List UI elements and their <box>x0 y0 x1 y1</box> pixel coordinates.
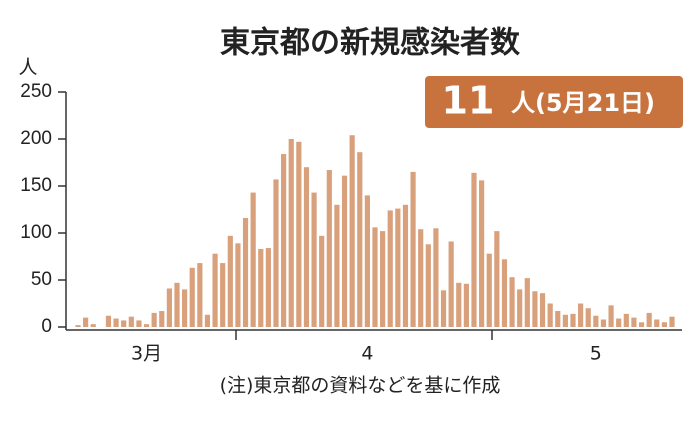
y-tick-label: 150 <box>20 175 52 196</box>
y-unit: 人 <box>18 57 37 79</box>
bar <box>242 217 249 327</box>
bar <box>372 227 378 327</box>
bar <box>616 318 622 327</box>
chart-title: 東京都の新規感染者数 <box>220 26 521 61</box>
bar <box>463 283 469 327</box>
bar <box>608 305 614 327</box>
y-tick-label: 250 <box>20 81 52 102</box>
bar <box>182 289 188 327</box>
bar <box>319 235 325 327</box>
bar <box>669 316 675 327</box>
badge-text: 人(5月21日) <box>511 89 655 117</box>
bar <box>562 314 568 327</box>
bar <box>326 170 332 327</box>
bar <box>128 316 134 327</box>
bar <box>212 253 218 327</box>
bar <box>509 277 515 327</box>
bar <box>425 244 431 327</box>
bar <box>143 324 150 327</box>
bar <box>479 180 485 327</box>
note: (注)東京都の資料などを基に作成 <box>220 375 501 397</box>
bar <box>471 172 477 327</box>
bar <box>638 322 645 327</box>
bar <box>220 263 226 327</box>
bar <box>250 192 256 327</box>
bar <box>433 228 439 327</box>
bar <box>136 320 142 327</box>
bar <box>258 248 264 327</box>
bar <box>539 293 546 327</box>
bar <box>197 263 203 327</box>
bar <box>121 320 127 327</box>
bar <box>486 253 492 327</box>
bar <box>600 319 607 327</box>
bar <box>265 248 271 327</box>
bar <box>227 235 233 327</box>
bar <box>532 291 538 327</box>
bar <box>235 243 241 327</box>
y-tick-label: 0 <box>41 316 52 337</box>
bar <box>570 313 576 327</box>
bar <box>547 303 553 327</box>
bar <box>341 175 348 327</box>
bar <box>281 154 287 327</box>
bar <box>334 204 340 327</box>
bar <box>494 231 500 327</box>
bar <box>524 278 530 327</box>
bar <box>288 139 294 327</box>
bar <box>631 317 637 327</box>
x-tick-label: 5 <box>590 343 602 365</box>
bar <box>585 308 591 327</box>
bar <box>311 192 317 327</box>
bar <box>296 141 302 327</box>
bar <box>661 322 667 327</box>
bar <box>357 152 363 327</box>
y-tick-label: 100 <box>20 222 52 243</box>
bar <box>410 171 416 327</box>
y-tick-label: 50 <box>31 269 52 290</box>
bar <box>555 311 561 327</box>
bar <box>113 318 119 327</box>
x-tick-label: 4 <box>361 343 373 365</box>
bar <box>418 229 424 327</box>
bar <box>387 210 393 327</box>
bar <box>578 303 584 327</box>
badge-number: 11 <box>442 79 495 123</box>
bar <box>159 311 165 327</box>
bar <box>273 179 279 327</box>
bar <box>501 259 508 327</box>
bar <box>166 288 172 327</box>
badge <box>425 76 683 128</box>
y-tick-label: 200 <box>20 128 52 149</box>
bar <box>364 195 370 327</box>
bar <box>395 208 401 327</box>
bar <box>349 135 355 327</box>
bar <box>151 312 157 327</box>
bar <box>440 290 447 327</box>
bar <box>456 282 462 327</box>
bar <box>189 267 195 327</box>
bar <box>90 324 96 327</box>
bar <box>204 314 211 327</box>
bar <box>303 167 310 327</box>
bar <box>517 289 523 327</box>
bar <box>646 312 652 327</box>
bar <box>83 317 89 327</box>
bar <box>623 313 629 327</box>
bar <box>654 319 660 327</box>
bar <box>593 315 599 327</box>
bar <box>75 325 81 327</box>
x-tick-label: 3月 <box>131 343 162 365</box>
bar <box>105 315 112 327</box>
bar <box>448 241 454 327</box>
bar <box>402 204 409 327</box>
bar <box>380 231 386 327</box>
bar <box>174 282 180 327</box>
